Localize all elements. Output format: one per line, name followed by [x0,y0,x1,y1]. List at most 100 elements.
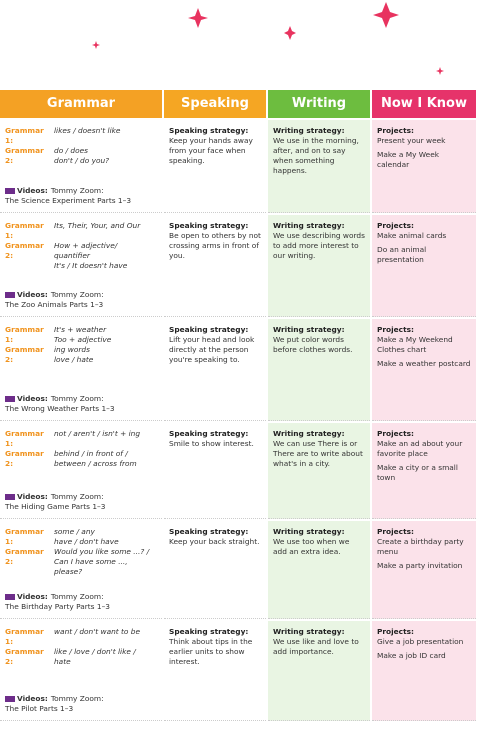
video-text: Tommy Zoom: [50,290,104,299]
video-text: The Wrong Weather Parts 1–3 [5,404,115,413]
projects-label: Projects: [377,429,414,438]
bbc-icon [5,594,15,600]
grammar-label: Grammar 2: [5,146,44,165]
grammar-forms: Would you like some ...? / Can I have som… [54,547,149,577]
table-cell: Grammar 1: likes / doesn't like Grammar 2:… [0,120,162,213]
grammar-forms: some / any have / don't have [54,527,119,547]
grammar-entry: Grammar 1: Its, Their, Your, and Our [5,221,157,241]
video-title-line: Videos: Tommy Zoom: [5,394,115,404]
column-header: Grammar [0,90,162,118]
grammar-line: not / aren't / isn't + ing [54,429,141,438]
grammar-entry: Grammar 2: ing words love / hate [5,345,157,365]
speaking-label: Speaking strategy: [169,627,249,636]
video-text: Tommy Zoom: [50,492,104,501]
grammar-entry: Grammar 2: do / does don't / do you? [5,146,157,166]
video-label: Videos: [17,186,48,195]
table-cell: Writing strategy: We use describing words… [268,215,370,317]
grammar-label: Grammar 2: [5,241,44,260]
table-cell: Grammar 1: It's + weather Too + adjective G… [0,319,162,421]
table-cell: Writing strategy: We use like and love to… [268,621,370,721]
grammar-entry: Grammar 1: It's + weather Too + adjective [5,325,157,345]
table-cell: Grammar 1: want / don't want to be Grammar… [0,621,162,721]
speaking-label: Speaking strategy: [169,221,249,230]
grammar-line: Too + adjective [54,335,112,344]
grammar-forms: ing words love / hate [54,345,93,365]
video-label: Videos: [17,290,48,299]
bbc-icon [5,396,15,402]
grammar-line: have / don't have [54,537,119,546]
bbc-icon [5,494,15,500]
column-header: Writing [268,90,370,118]
speaking-text: Smile to show interest. [169,439,254,448]
grammar-line: ing words [54,345,90,354]
speaking-label: Speaking strategy: [169,325,249,334]
video-info: Videos: Tommy Zoom: The Birthday Party Par… [5,592,110,612]
grammar-entry: Grammar 1: want / don't want to be [5,627,157,647]
table-cell: Projects: Make animal cards Do an animal p… [372,215,476,317]
stars-decoration [92,2,444,75]
table-cell: Grammar 1: Its, Their, Your, and Our Gramm… [0,215,162,317]
speaking-text: Keep your back straight. [169,537,260,546]
table-cell: Writing strategy: We put color words befo… [268,319,370,421]
grammar-line: Can I have some ..., [54,557,128,566]
speaking-label: Speaking strategy: [169,429,249,438]
grammar-label: Grammar 1: [5,627,44,646]
table-cell: Speaking strategy: Keep your hands away f… [164,120,266,213]
grammar-entry: Grammar 1: some / any have / don't have [5,527,157,547]
video-label: Videos: [17,694,48,703]
grammar-label: Grammar 2: [5,345,44,364]
grammar-line: hate [54,657,71,666]
project-item: Make a job ID card [377,651,446,660]
bbc-icon [5,292,15,298]
writing-text: We use too when we add an extra idea. [273,537,350,556]
video-text: The Birthday Party Parts 1–3 [5,602,110,611]
grammar-label: Grammar 1: [5,221,44,240]
video-label: Videos: [17,394,48,403]
table-cell: Projects: Make an ad about your favorite … [372,423,476,519]
grammar-line: behind / in front of / [54,449,128,458]
video-text: The Science Experiment Parts 1–3 [5,196,132,205]
column-header: Speaking [164,90,266,118]
grammar-line: It's + weather [54,325,107,334]
table-cell: Grammar 1: some / any have / don't have Gra… [0,521,162,619]
video-title-line: Videos: Tommy Zoom: [5,492,105,502]
table-cell: Speaking strategy: Keep your back straigh… [164,521,266,619]
table-cell: Projects: Make a My Weekend Clothes chart… [372,319,476,421]
video-text: The Pilot Parts 1–3 [5,704,74,713]
grammar-forms: want / don't want to be [54,627,140,647]
project-item: Make an ad about your favorite place [377,439,463,458]
writing-label: Writing strategy: [273,627,345,636]
writing-label: Writing strategy: [273,429,345,438]
grammar-line: Would you like some ...? / [54,547,150,556]
grammar-forms: not / aren't / isn't + ing [54,429,140,449]
table-cell: Projects: Present your week Make a My Week… [372,120,476,213]
video-text: The Zoo Animals Parts 1–3 [5,300,104,309]
writing-label: Writing strategy: [273,126,345,135]
video-info: Videos: Tommy Zoom: The Zoo Animals Parts … [5,290,104,310]
grammar-line: want / don't want to be [54,627,141,636]
video-label: Videos: [17,492,48,501]
video-text: The Hiding Game Parts 1–3 [5,502,106,511]
writing-text: We use in the morning, after, and on to … [273,136,359,175]
speaking-label: Speaking strategy: [169,126,249,135]
table-cell: Writing strategy: We can use There is or … [268,423,370,519]
grammar-forms: It's + weather Too + adjective [54,325,111,345]
writing-label: Writing strategy: [273,221,345,230]
table-cell: Speaking strategy: Lift your head and loo… [164,319,266,421]
projects-label: Projects: [377,126,414,135]
projects-label: Projects: [377,527,414,536]
video-text: Tommy Zoom: [50,592,104,601]
bbc-icon [5,696,15,702]
grammar-entry: Grammar 2: Would you like some ...? / Can … [5,547,157,577]
grammar-line: How + adjective/ [54,241,118,250]
grammar-label: Grammar 2: [5,547,44,566]
video-title-line: Videos: Tommy Zoom: [5,694,104,704]
writing-label: Writing strategy: [273,527,345,536]
video-title-line: Videos: Tommy Zoom: [5,592,110,602]
project-item: Make a My Week calendar [377,150,440,169]
projects-label: Projects: [377,221,414,230]
project-item: Make a city or a small town [377,463,458,482]
grammar-forms: like / love / don't like / hate [54,647,136,667]
grammar-line: please? [54,567,83,576]
